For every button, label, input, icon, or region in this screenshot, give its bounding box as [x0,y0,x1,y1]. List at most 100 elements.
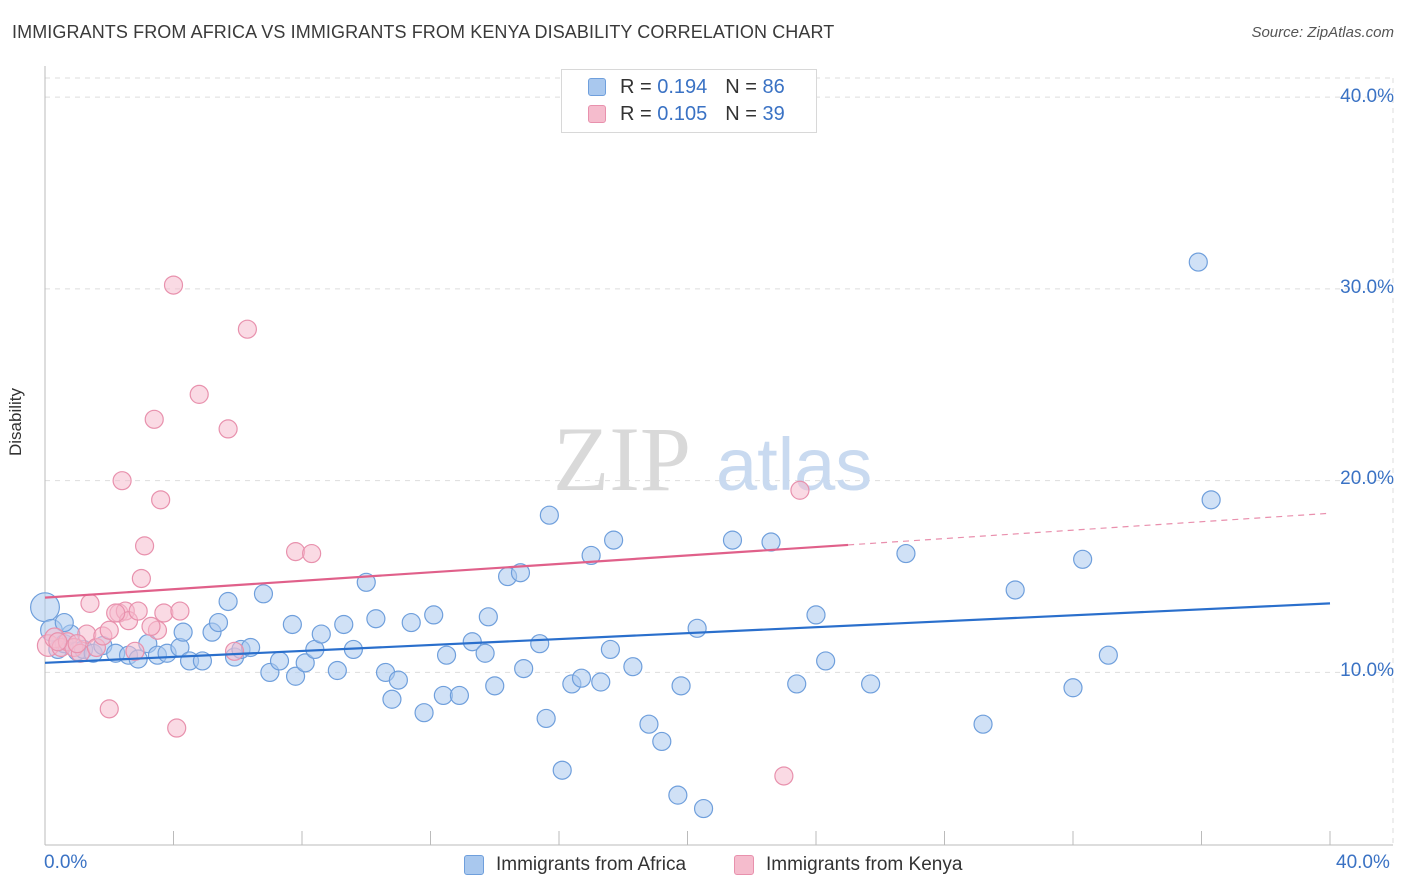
africa-point [54,612,74,633]
africa-point [600,639,621,660]
africa-point [693,798,714,819]
kenya-point [106,603,126,623]
kenya-legend-label: Immigrants from Kenya [766,854,963,875]
africa-point [327,660,347,681]
africa-point [536,708,556,729]
africa-point [1201,490,1221,510]
y-tick-label-20: 20.0% [1340,468,1394,489]
y-tick-label-30: 30.0% [1340,277,1394,298]
kenya-point [134,536,155,556]
africa-point [687,618,707,638]
kenya-point [112,471,132,491]
africa-trend-line [44,602,1331,664]
africa-point [861,674,881,694]
kenya-point [48,632,68,652]
kenya-point [237,319,257,339]
kenya-trend-line [44,543,849,599]
kenya-point [189,384,209,404]
africa-point [816,651,836,671]
africa-point [787,674,807,694]
series-legend-africa: Immigrants from Africa [464,852,686,878]
africa-point [253,584,274,604]
y-axis-label: Disability [6,387,25,456]
africa-point [671,676,691,696]
africa-r-value: 0.194 [657,75,708,98]
africa-point [514,658,534,679]
legend-r-label: R = [620,102,652,125]
africa-point [530,634,550,654]
kenya-point [774,766,794,786]
kenya-point [151,490,171,510]
africa-point [366,609,386,629]
chart-title: IMMIGRANTS FROM AFRICA VS IMMIGRANTS FRO… [12,22,835,42]
kenya-point [218,419,238,439]
kenya-point [154,603,174,623]
legend-n-label: N = [725,75,757,98]
kenya-legend-swatch [734,855,754,875]
africa-point [639,714,659,734]
africa-point [436,645,457,665]
x-tick-label-max: 40.0% [1336,852,1390,873]
africa-point [1188,252,1208,272]
africa-point [1063,678,1083,698]
kenya-point [67,634,87,654]
africa-point [285,666,306,686]
africa-point [581,545,601,566]
africa-point [478,607,498,627]
kenya-point [170,601,190,621]
africa-point [539,505,559,525]
x-tick-label-min: 0.0% [44,852,88,873]
africa-point [218,591,238,612]
africa-point [761,532,781,552]
kenya-point [141,616,161,637]
africa-point [311,624,331,644]
africa-point [1005,580,1025,600]
africa-point [552,760,572,780]
kenya-point [125,641,145,661]
africa-point [668,785,688,805]
africa-point [414,703,434,723]
kenya-point [224,641,245,661]
africa-point [449,685,470,706]
kenya-point [302,543,322,564]
africa-point [722,530,743,550]
kenya-trend-extension [848,512,1331,546]
kenya-point [163,275,184,295]
kenya-point [131,568,151,589]
africa-point [388,670,408,690]
kenya-point [99,699,119,719]
legend-n-label: N = [725,102,757,125]
africa-point [282,614,302,635]
kenya-swatch [588,105,606,123]
kenya-point [144,409,164,429]
africa-point [591,672,611,692]
africa-point [896,543,916,564]
africa-swatch [588,78,606,96]
africa-point [269,651,290,671]
kenya-point [128,601,148,621]
africa-point [475,643,495,663]
africa-point [173,622,193,642]
y-tick-label-10: 10.0% [1340,660,1394,681]
y-tick-label-40: 40.0% [1340,86,1394,107]
africa-point [485,676,505,696]
africa-point [401,612,421,633]
legend-r-label: R = [620,75,652,98]
africa-legend-swatch [464,855,484,875]
kenya-point [80,593,100,613]
africa-point [604,530,624,550]
africa-point [334,614,354,635]
legend-row-kenya: R = 0.105 N = 39 [588,101,785,127]
africa-point [382,689,402,709]
africa-point [1098,645,1118,665]
kenya-point [99,620,119,640]
kenya-point [790,480,810,500]
africa-n-value: 86 [762,75,785,98]
africa-point [424,605,444,625]
legend-row-africa: R = 0.194 N = 86 [588,74,785,100]
africa-point [208,612,229,633]
africa-point [652,731,672,752]
africa-point [510,563,531,583]
kenya-r-value: 0.105 [657,102,708,125]
